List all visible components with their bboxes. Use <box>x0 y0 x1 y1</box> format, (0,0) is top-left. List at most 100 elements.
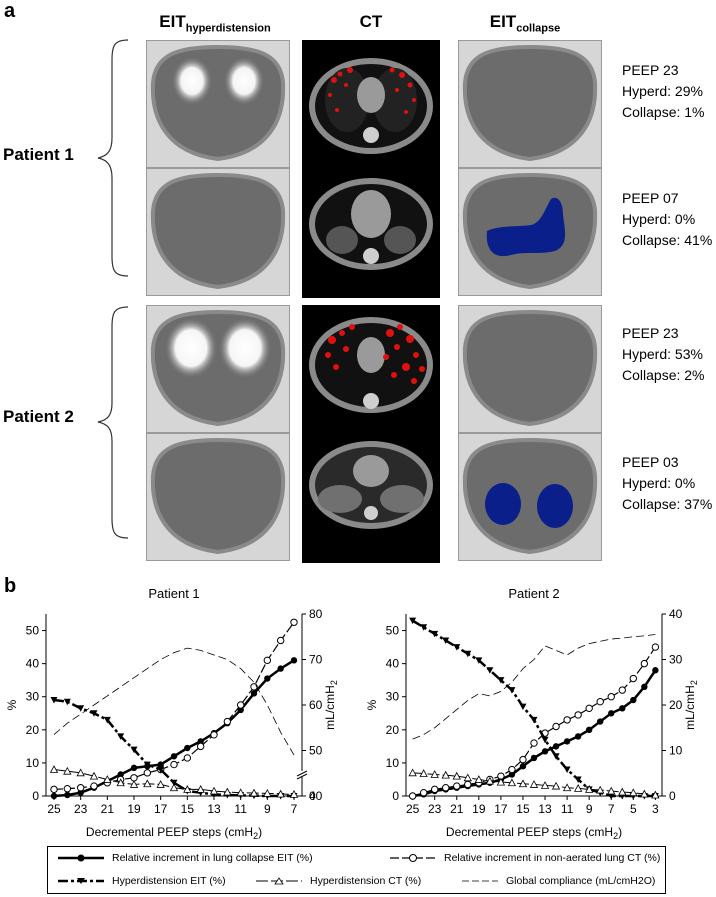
eit-hyperdistension-image <box>146 168 290 296</box>
x-tick-label: 19 <box>472 802 486 816</box>
right-tick-label: 50 <box>309 744 323 758</box>
data-point-nonaerated_ct <box>170 760 178 769</box>
data-point-hyper_ct <box>63 766 72 775</box>
eit-hyperdistension-image <box>146 433 290 561</box>
collapse-label: Collapse: 37% <box>622 496 713 512</box>
ct-image-drawing <box>309 441 433 529</box>
data-point-nonaerated_ct <box>430 785 439 794</box>
data-point-collapse_eit <box>508 771 516 778</box>
data-point-hyper_eit <box>130 746 138 754</box>
data-point-collapse_eit <box>157 761 164 768</box>
left-tick-label: 10 <box>26 756 40 770</box>
eit-collapse-image <box>458 40 602 168</box>
ct-scan-image <box>302 305 440 435</box>
left-tick-label: 50 <box>26 624 40 638</box>
left-tick-label: 50 <box>386 624 400 638</box>
data-point-nonaerated_ct <box>183 754 192 762</box>
data-point-hyper_ct <box>651 790 660 799</box>
data-point-collapse_eit <box>184 744 191 752</box>
legend-swatch-compliance <box>462 880 498 882</box>
data-point-hyper_eit <box>409 617 417 625</box>
data-point-hyper_ct <box>596 785 605 794</box>
data-point-hyper_ct <box>156 780 165 788</box>
left-tick-label: 20 <box>386 723 400 737</box>
row-3-stats: PEEP 23 Hyperd: 53% Collapse: 2% <box>622 323 705 386</box>
right-tick-label: 30 <box>669 653 683 667</box>
data-point-hyper_ct <box>89 771 99 780</box>
data-point-nonaerated_ct <box>408 792 417 800</box>
data-point-hyper_ct <box>540 781 550 789</box>
data-point-hyper_eit <box>90 710 98 717</box>
x-tick-label: 13 <box>207 802 221 816</box>
col-header-eit-hyperdistension: EIThyperdistension <box>140 12 290 34</box>
data-point-nonaerated_ct <box>508 765 516 774</box>
eit-image-drawing <box>462 309 598 427</box>
legend-label: Hyperdistension EIT (%) <box>112 875 226 887</box>
x-tick-label: 11 <box>561 802 574 816</box>
data-point-collapse_eit <box>290 657 298 664</box>
left-tick-label: 0 <box>392 789 399 803</box>
series-line-compliance <box>412 634 656 740</box>
x-tick-label: 19 <box>127 802 141 816</box>
x-tick-label: 11 <box>234 802 247 816</box>
eit-image-drawing <box>462 437 598 555</box>
data-point-hyper_ct <box>629 788 638 797</box>
right-tick-label: 70 <box>309 653 323 667</box>
data-point-hyper_eit <box>77 705 85 712</box>
data-point-nonaerated_ct <box>210 731 218 739</box>
data-point-hyper_ct <box>169 783 179 792</box>
legend-item-compliance: Global compliance (mL/cmH2O) <box>460 875 655 887</box>
data-point-collapse_eit <box>641 683 648 690</box>
data-point-nonaerated_ct <box>464 780 472 789</box>
data-point-hyper_eit <box>541 736 549 744</box>
data-point-hyper_eit <box>117 733 125 740</box>
chart-legend: Relative increment in lung collapse EIT … <box>47 846 666 894</box>
row-2-stats: PEEP 07 Hyperd: 0% Collapse: 41% <box>622 188 712 251</box>
x-tick-label: 17 <box>154 802 168 816</box>
data-point-hyper_eit <box>508 687 516 694</box>
data-point-collapse_eit <box>197 738 204 745</box>
hyperd-label: Hyperd: 29% <box>622 83 703 99</box>
panel-a-letter: a <box>4 0 16 22</box>
data-point-collapse_eit <box>597 718 604 725</box>
data-point-nonaerated_ct <box>50 785 58 794</box>
data-point-collapse_eit <box>530 754 538 762</box>
data-point-hyper_eit <box>464 650 472 658</box>
right-tick-label: 40 <box>669 607 683 621</box>
data-point-collapse_eit <box>250 690 258 697</box>
data-point-collapse_eit <box>652 667 659 674</box>
col-header-sub: collapse <box>516 22 561 35</box>
col-header-main: EIT <box>159 12 186 31</box>
data-point-collapse_eit <box>130 764 138 772</box>
data-point-hyper_eit <box>157 766 165 774</box>
right-tick-label: 60 <box>309 698 323 712</box>
data-point-collapse_eit <box>50 792 58 800</box>
legend-item-hyper-eit: Hyperdistension EIT (%) <box>56 875 226 887</box>
right-axis-label: mL/cmH2 <box>683 680 699 730</box>
x-tick-label: 25 <box>47 802 61 816</box>
collapse-label: Collapse: 1% <box>622 104 705 120</box>
data-point-collapse_eit <box>64 791 71 799</box>
eit-collapse-image <box>458 168 602 296</box>
legend-item-hyper-ct: Hyperdistension CT (%) <box>254 875 421 887</box>
data-point-hyper_ct <box>49 765 59 773</box>
data-point-hyper_eit <box>420 624 428 631</box>
left-tick-label: 30 <box>386 690 400 704</box>
eit-image-drawing <box>150 309 286 427</box>
left-tick-label: 30 <box>26 690 40 704</box>
data-point-hyper_ct <box>116 778 125 787</box>
peep-label: PEEP 23 <box>622 325 679 341</box>
data-point-hyper_ct <box>249 788 259 797</box>
data-point-hyper_eit <box>453 644 461 651</box>
collapse-label: Collapse: 41% <box>622 232 713 248</box>
legend-swatch-collapse-eit <box>58 854 104 862</box>
hyperd-label: Hyperd: 0% <box>622 475 696 491</box>
data-point-nonaerated_ct <box>651 643 660 651</box>
data-point-hyper_ct <box>103 775 112 783</box>
right-tick-label: 10 <box>669 744 683 758</box>
x-axis-label: Decremental PEEP steps (cmH2) <box>86 825 262 841</box>
right-tick-label: 0 <box>309 789 316 803</box>
left-tick-label: 0 <box>32 789 39 803</box>
ct-scan-image <box>302 433 440 563</box>
data-point-hyper_eit <box>103 716 111 724</box>
